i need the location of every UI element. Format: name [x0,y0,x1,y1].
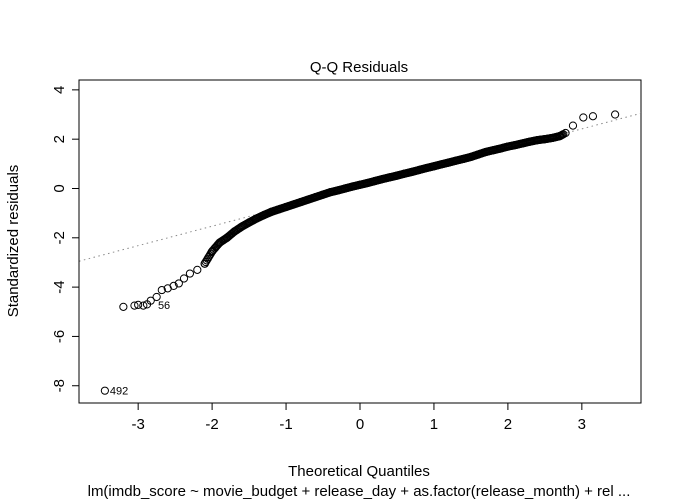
data-point [146,296,155,305]
data-point [437,160,446,169]
annotations-layer: 492 56 [110,300,170,398]
point-annotation: 492 [110,386,128,398]
data-point [200,259,209,268]
x-tick-label: 0 [356,416,364,433]
data-point [326,188,335,197]
data-point [370,176,379,186]
data-point [311,193,320,202]
data-point [422,163,431,173]
data-point [452,156,461,165]
y-tick-label: -2 [51,231,68,244]
data-point [385,173,394,182]
data-point [481,147,490,157]
data-point [230,227,239,236]
data-point [496,144,505,153]
data-point [333,186,342,195]
data-point [489,146,498,155]
data-point [100,386,109,395]
y-tick-label: 2 [51,135,68,143]
data-point [611,110,620,119]
data-point [130,301,139,310]
data-point [267,207,276,217]
data-point [579,113,588,122]
data-point [511,140,520,150]
data-point [341,184,350,193]
points-layer [100,110,620,395]
y-tick-label: -6 [51,330,68,343]
data-point [304,195,313,204]
data-point [215,238,224,247]
data-point [318,190,328,199]
data-point [193,265,202,274]
x-tick-label: -2 [205,416,218,433]
data-point [274,205,283,214]
data-point [407,167,416,177]
y-tick-label: 0 [51,184,68,192]
x-tick-label: 2 [504,416,512,433]
data-point [139,301,148,310]
data-point [179,274,189,283]
x-axis: -3 -2 -1 0 1 2 3 [131,402,586,433]
data-point [296,197,305,207]
data-point [348,182,357,191]
data-point [244,218,254,227]
chart-title: Q-Q Residuals [310,59,408,76]
data-point [568,121,578,130]
y-tick-label: 4 [51,86,68,94]
data-point [208,247,217,256]
data-point [363,178,372,188]
data-point [518,139,527,148]
y-tick-label: -8 [51,379,68,392]
data-point [400,169,409,178]
data-point [152,292,161,302]
data-point [174,279,183,288]
data-point [588,112,598,121]
data-point [466,152,476,162]
data-point [259,211,268,220]
model-formula-subtitle: lm(imdb_score ~ movie_budget + release_d… [88,483,631,500]
data-point [169,281,178,290]
data-point [429,162,439,171]
data-point [444,158,453,167]
data-point [157,285,166,295]
x-tick-label: -3 [131,416,144,433]
y-axis: -8 -6 -4 -2 0 2 4 [51,86,80,392]
data-point [474,150,483,159]
data-point [185,269,195,278]
data-point [392,171,402,180]
y-axis-label: Standardized residuals [5,165,22,318]
data-point [289,200,298,209]
data-point [252,214,261,223]
data-point [237,222,246,231]
x-tick-label: 1 [430,416,438,433]
data-point [548,133,557,143]
data-point [281,202,291,212]
point-annotation: 56 [158,300,170,312]
data-point [119,302,128,311]
x-axis-label: Theoretical Quantiles [288,463,430,480]
x-tick-label: 3 [578,416,586,433]
data-point [222,233,231,242]
data-point [459,154,468,164]
data-point [378,175,387,184]
data-point [134,300,143,309]
x-tick-label: -1 [279,416,292,433]
y-tick-label: -4 [51,280,68,293]
data-point [415,165,424,175]
data-point [561,128,570,138]
data-point [355,180,365,189]
